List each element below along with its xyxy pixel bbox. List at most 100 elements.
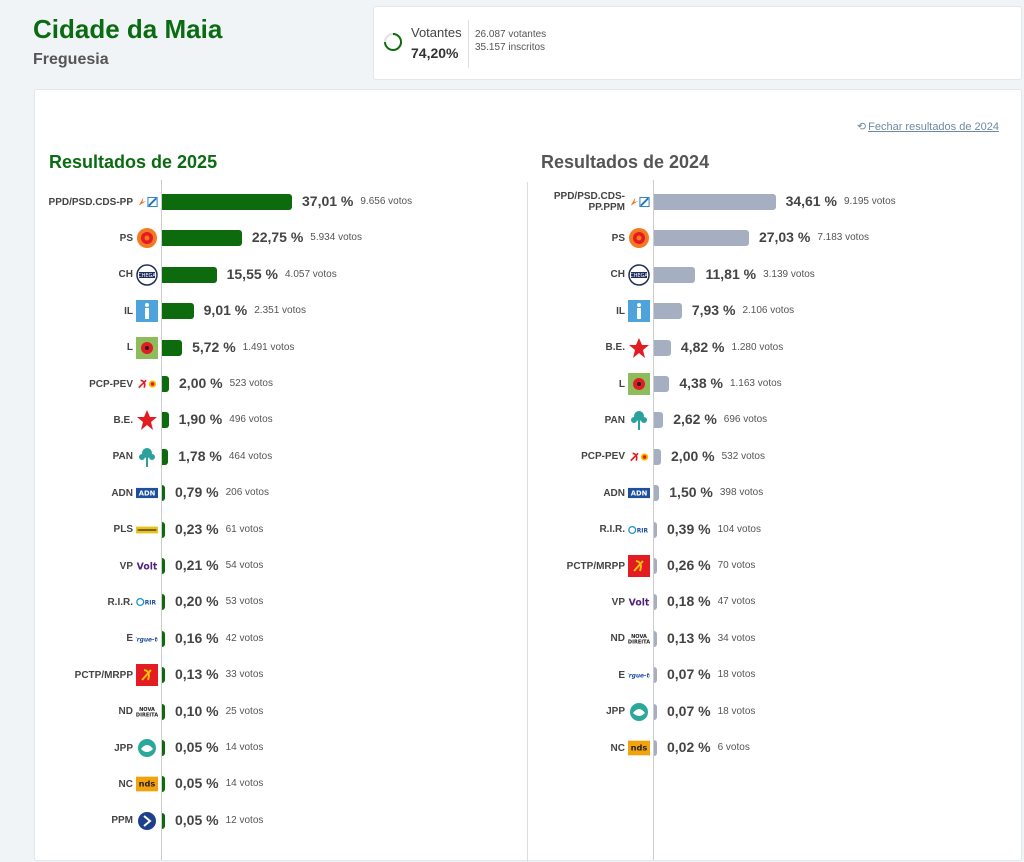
party-row: PCP-PEV 2,00 % 523 votos <box>35 370 495 398</box>
pctp-logo-icon <box>136 664 158 687</box>
percent-label: 0,20 % <box>175 593 219 610</box>
party-row: PPD/PSD.CDS-PP 37,01 % 9.656 votos <box>35 188 495 216</box>
votes-label: 398 votos <box>719 487 764 499</box>
party-label: PCTP/MRPP <box>566 560 625 572</box>
party-row: JPP 0,05 % 14 votos <box>35 734 495 762</box>
il-logo-icon <box>136 300 158 323</box>
party-label: NC <box>118 778 133 790</box>
votes-label: 1.491 votos <box>242 341 295 353</box>
party-row: L 4,38 % 1.163 votos <box>527 370 987 398</box>
percent-label: 11,81 % <box>705 265 757 282</box>
party-label: ND <box>610 633 625 645</box>
party-label: PCP-PEV <box>581 451 625 463</box>
votes-label: 54 votos <box>225 560 264 571</box>
party-row: NC nds 0,05 % 14 votos <box>35 770 495 798</box>
results-2024-title: Resultados de 2024 <box>541 152 710 172</box>
party-label: CH <box>118 269 133 281</box>
party-label: CH <box>610 269 625 281</box>
result-bar <box>654 230 749 247</box>
percent-label: 5,72 % <box>192 338 236 355</box>
party-label: PLS <box>113 524 133 536</box>
votes-label: 33 votos <box>225 669 264 681</box>
result-bar <box>162 448 169 465</box>
percent-label: 7,93 % <box>691 302 736 319</box>
votes-label: 104 votos <box>717 523 761 535</box>
percent-label: 15,55 % <box>226 265 278 282</box>
percent-label: 0,10 % <box>175 702 219 719</box>
party-row: CH CHEGA 15,55 % 4.057 votos <box>35 261 495 289</box>
votes-label: 523 votos <box>229 378 273 389</box>
votes-label: 53 votos <box>225 596 264 608</box>
svg-text:NOVA: NOVA <box>631 634 647 640</box>
result-bar <box>162 230 242 247</box>
percent-label: 0,05 % <box>175 739 219 755</box>
result-bar <box>654 703 657 720</box>
party-row: PAN 1,78 % 464 votos <box>35 443 495 471</box>
ppm-logo-icon <box>136 810 158 832</box>
party-row: EErgue-te 0,07 % 18 votos <box>527 661 987 689</box>
party-label: PS <box>119 232 133 244</box>
percent-label: 37,01 % <box>302 193 354 209</box>
party-label: PPD/PSD.CDS-PP <box>48 196 133 208</box>
party-label: ND <box>118 706 133 718</box>
result-bar <box>162 303 194 320</box>
votes-label: 14 votos <box>225 778 264 790</box>
result-bar <box>162 194 292 210</box>
svg-text:DIREITA: DIREITA <box>136 712 158 718</box>
ps-logo-icon <box>136 227 158 249</box>
ps-logo-icon <box>628 227 650 249</box>
nc-logo-icon: nds <box>136 773 158 795</box>
svg-text:DIREITA: DIREITA <box>628 639 650 645</box>
votes-label: 464 votos <box>228 450 273 462</box>
votes-label: 1.163 votos <box>729 378 782 389</box>
votes-label: 34 votos <box>717 632 756 644</box>
percent-label: 0,02 % <box>667 739 711 755</box>
result-bar <box>654 412 664 429</box>
percent-label: 0,79 % <box>175 484 219 501</box>
result-bar <box>654 558 657 574</box>
divider <box>468 20 469 68</box>
party-label: VP <box>119 560 133 572</box>
undo-icon: ⟲ <box>856 121 867 133</box>
party-label: IL <box>616 305 625 317</box>
vp-logo-icon: Volt <box>628 591 650 613</box>
ch-logo-icon: CHEGA <box>628 264 650 286</box>
result-bar <box>654 740 657 756</box>
party-label: PS <box>611 232 625 244</box>
be-logo-icon <box>136 409 158 431</box>
pls-logo-icon <box>136 519 158 541</box>
svg-text:RIR: RIR <box>145 601 157 607</box>
votes-label: 47 votos <box>717 596 756 608</box>
party-label: B.E. <box>605 342 625 354</box>
percent-label: 34,61 % <box>785 193 837 209</box>
pan-logo-icon <box>628 409 650 431</box>
result-bar <box>162 630 165 647</box>
jpp-logo-icon <box>136 737 158 759</box>
results-2025-chart: PPD/PSD.CDS-PP 37,01 % 9.656 votos PS 22,75 … <box>35 180 495 860</box>
percent-label: 0,13 % <box>175 666 219 683</box>
close-2024-results-link[interactable]: ⟲ Fechar resultados de 2024 <box>857 120 999 133</box>
psd-logo-icon <box>136 191 158 213</box>
result-bar <box>162 485 165 502</box>
percent-label: 9,01 % <box>203 302 248 319</box>
pcp-logo-icon <box>136 373 158 395</box>
result-bar <box>162 521 165 538</box>
svg-text:NOVA: NOVA <box>139 707 155 713</box>
party-row: NC nds 0,02 % 6 votos <box>527 734 987 762</box>
percent-label: 2,62 % <box>673 411 717 428</box>
turnout-card: Votantes 74,20% 26.087 votantes 35.157 i… <box>373 6 1022 80</box>
result-bar <box>162 376 170 392</box>
result-bar <box>162 339 183 356</box>
party-row: VP Volt 0,21 % 54 votos <box>35 552 495 580</box>
result-bar <box>654 485 660 502</box>
il-logo-icon <box>628 300 650 323</box>
ch-logo-icon: CHEGA <box>136 264 158 286</box>
percent-label: 1,50 % <box>669 484 713 501</box>
result-bar <box>162 776 165 793</box>
votes-label: 4.057 votos <box>284 268 337 280</box>
pctp-logo-icon <box>628 555 650 577</box>
turnout-label: Votantes <box>411 25 462 40</box>
result-bar <box>654 667 657 684</box>
